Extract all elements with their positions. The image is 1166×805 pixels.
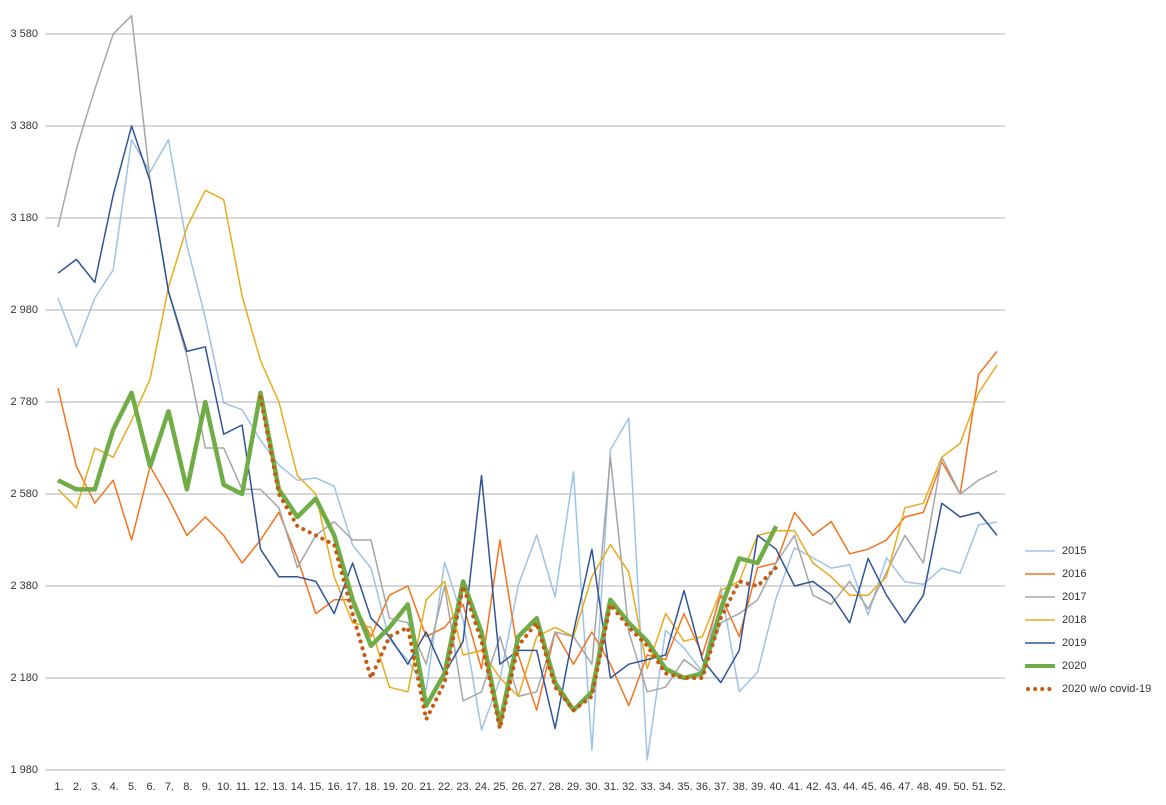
x-tick-label: 34. [659,781,674,793]
x-tick-label: 4. [110,781,119,793]
x-tick-label: 48. [917,781,932,793]
series-line [57,189,998,698]
legend-label: 2017 [1062,591,1086,603]
x-tick-label: 27. [530,781,545,793]
y-tick-label: 1 980 [10,764,38,776]
x-tick-label: 19. [383,781,398,793]
x-tick-label: 40. [769,781,784,793]
legend-label: 2015 [1062,545,1086,557]
x-tick-label: 43. [825,781,840,793]
series-line [57,125,998,730]
x-tick-label: 1. [54,781,63,793]
x-tick-label: 14. [291,781,306,793]
x-tick-label: 52. [990,781,1005,793]
legend-label: 2020 [1062,660,1086,672]
x-tick-label: 12. [254,781,269,793]
x-tick-label: 26. [512,781,527,793]
x-tick-label: 6. [146,781,155,793]
x-tick-label: 5. [128,781,137,793]
y-tick-label: 2 980 [10,304,38,316]
y-tick-label: 2 380 [10,580,38,592]
x-tick-label: 50. [954,781,969,793]
series-line [57,139,998,761]
y-tick-label: 3 180 [10,212,38,224]
x-tick-label: 17. [346,781,361,793]
x-tick-label: 25. [493,781,508,793]
x-tick-label: 39. [751,781,766,793]
x-tick-label: 42. [806,781,821,793]
x-tick-label: 13. [272,781,287,793]
series-line [258,395,779,731]
x-tick-label: 45. [861,781,876,793]
x-tick-label: 29. [567,781,582,793]
x-tick-label: 36. [696,781,711,793]
x-tick-label: 30. [585,781,600,793]
x-tick-label: 47. [898,781,913,793]
x-tick-label: 32. [622,781,637,793]
x-tick-label: 46. [880,781,895,793]
x-tick-label: 33. [641,781,656,793]
x-tick-label: 49. [935,781,950,793]
y-tick-label: 2 180 [10,672,38,684]
x-tick-label: 35. [677,781,692,793]
series-line [57,350,998,711]
x-tick-label: 38. [733,781,748,793]
y-tick-label: 2 780 [10,396,38,408]
legend-label: 2020 w/o covid-19 [1062,683,1151,695]
x-tick-label: 2. [73,781,82,793]
x-tick-label: 23. [456,781,471,793]
x-tick-label: 20. [401,781,416,793]
x-tick-label: 9. [202,781,211,793]
x-tick-label: 41. [788,781,803,793]
x-tick-label: 11. [236,781,250,793]
y-tick-label: 3 580 [10,28,38,40]
legend-label: 2016 [1062,568,1086,580]
series-line [56,390,779,727]
x-tick-label: 24. [475,781,490,793]
x-tick-label: 16. [328,781,343,793]
x-tick-label: 21. [420,781,435,793]
x-tick-label: 22. [438,781,453,793]
legend-label: 2018 [1062,614,1086,626]
x-tick-label: 10. [217,781,232,793]
x-tick-label: 15. [309,781,324,793]
x-tick-label: 44. [843,781,858,793]
y-tick-label: 2 580 [10,488,38,500]
legend-label: 2019 [1062,637,1086,649]
x-tick-label: 31. [604,781,619,793]
x-tick-label: 37. [714,781,729,793]
y-tick-label: 3 380 [10,120,38,132]
x-tick-label: 3. [91,781,100,793]
x-tick-label: 51. [972,781,987,793]
x-tick-label: 18. [364,781,379,793]
x-tick-label: 8. [183,781,192,793]
x-tick-label: 28. [548,781,563,793]
x-tick-label: 7. [165,781,174,793]
